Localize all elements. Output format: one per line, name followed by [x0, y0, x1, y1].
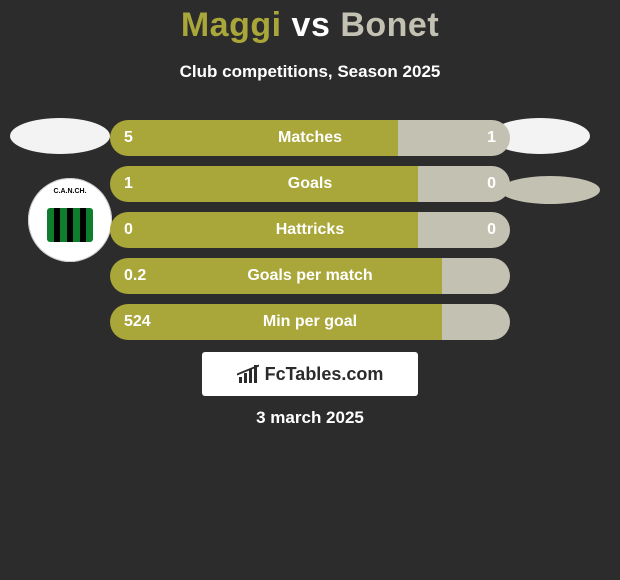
- brand-badge: FcTables.com: [202, 352, 418, 396]
- brand-text: FcTables.com: [265, 364, 384, 385]
- player2-secondary-badge-icon: [500, 176, 600, 204]
- bar-label: Goals per match: [110, 258, 510, 294]
- vs-label: vs: [292, 6, 331, 44]
- club-logo-icon: C.A.N.CH.: [28, 178, 112, 262]
- bar-row: 0 Hattricks 0: [110, 212, 510, 248]
- footer-date: 3 march 2025: [0, 408, 620, 428]
- bar-right-value: 1: [487, 120, 496, 156]
- player1-name: Maggi: [181, 6, 282, 44]
- subtitle: Club competitions, Season 2025: [0, 62, 620, 82]
- club-logo-text: C.A.N.CH.: [40, 188, 100, 195]
- brand-chart-icon: [237, 365, 259, 383]
- page-title: Maggi vs Bonet: [0, 6, 620, 45]
- bar-right-value: 0: [487, 212, 496, 248]
- bar-row: 0.2 Goals per match: [110, 258, 510, 294]
- bar-label: Min per goal: [110, 304, 510, 340]
- player1-badge-icon: [10, 118, 110, 154]
- bar-row: 524 Min per goal: [110, 304, 510, 340]
- bar-right-value: 0: [487, 166, 496, 202]
- stats-bars: 5 Matches 1 1 Goals 0 0 Hattricks 0 0.2 …: [110, 120, 510, 350]
- player2-name: Bonet: [340, 6, 439, 44]
- bar-label: Hattricks: [110, 212, 510, 248]
- bar-label: Goals: [110, 166, 510, 202]
- club-shield-icon: [47, 208, 93, 242]
- bar-label: Matches: [110, 120, 510, 156]
- bar-row: 5 Matches 1: [110, 120, 510, 156]
- comparison-infographic: Maggi vs Bonet Club competitions, Season…: [0, 0, 620, 580]
- bar-row: 1 Goals 0: [110, 166, 510, 202]
